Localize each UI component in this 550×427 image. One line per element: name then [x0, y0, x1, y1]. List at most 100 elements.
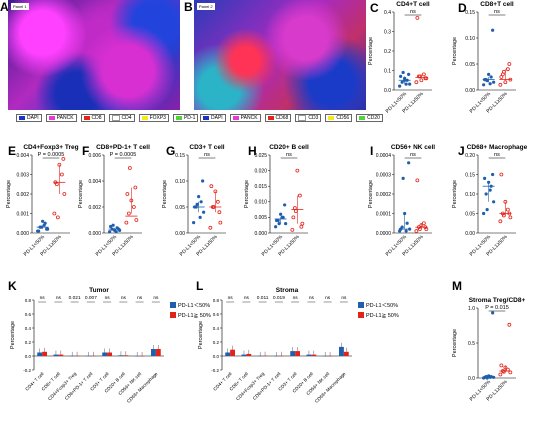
- data-point: [487, 180, 491, 184]
- data-point: [133, 185, 138, 190]
- panel-letter-b: B: [184, 0, 193, 14]
- significance-label: ns: [40, 296, 46, 301]
- legend-label: PD-L1≧ 50%: [178, 313, 211, 319]
- y-tick-label: 0.15: [465, 172, 475, 178]
- data-point: [293, 209, 298, 214]
- legend-swatch: [170, 312, 176, 318]
- significance-label: 0.007: [85, 295, 97, 301]
- y-tick-label: -0.2: [23, 368, 31, 373]
- data-point: [279, 212, 283, 216]
- chart-title: CD8+PD-1+ T cell: [96, 144, 150, 151]
- chart-title: Stroma Treg/CD8+: [469, 297, 526, 304]
- y-tick-label: 0.2: [25, 340, 32, 345]
- data-point: [291, 215, 296, 220]
- panel-letter-i: I: [370, 144, 373, 158]
- significance-label: ns: [341, 296, 347, 301]
- data-point: [208, 225, 213, 230]
- panel-letter-m: M: [452, 279, 462, 293]
- bar: [225, 352, 231, 356]
- data-point: [505, 67, 510, 72]
- bar: [42, 351, 47, 356]
- multiplex-image-panel-2: Panel 2: [194, 0, 366, 110]
- data-point: [275, 218, 279, 223]
- x-tick-label: CD68+ Macrophage: [126, 371, 159, 404]
- panel-letter-g: G: [166, 144, 175, 158]
- legend-chip: CD20: [356, 114, 383, 122]
- data-point: [292, 206, 297, 210]
- data-point: [52, 211, 57, 216]
- swatch-icon: [359, 116, 366, 120]
- chart-f: CD8+PD-1+ T cell 0.000 0.002 0.004 0.006 Perc…: [78, 144, 150, 258]
- legend-chip: PANCK: [229, 114, 261, 122]
- swatch-icon: [203, 116, 209, 120]
- y-tick-label: 0.00: [465, 88, 475, 94]
- data-point: [498, 372, 503, 377]
- panel-letter-a: A: [0, 0, 9, 14]
- y-tick-label: 0.005: [254, 215, 267, 221]
- y-tick-label: 0.8: [25, 298, 32, 303]
- image-tag: Panel 1: [11, 3, 29, 10]
- legend-chip: CD8: [80, 114, 105, 122]
- y-tick-label: 0.05: [465, 62, 475, 68]
- legend-label: PD-L1≧ 50%: [366, 313, 399, 319]
- data-point: [407, 72, 411, 76]
- data-point: [405, 221, 409, 225]
- data-point: [126, 211, 131, 216]
- data-point: [483, 176, 487, 180]
- data-point: [124, 220, 129, 225]
- y-tick-label: 0.10: [175, 179, 185, 185]
- data-point: [41, 219, 45, 223]
- data-point: [485, 208, 489, 212]
- significance-label: P = 0.0005: [110, 152, 137, 158]
- legend-chip: PANCK: [45, 114, 77, 122]
- data-point: [299, 224, 304, 229]
- legend-chip: CD68: [264, 114, 292, 122]
- bar: [306, 354, 312, 356]
- y-tick-label: 0.000: [16, 231, 29, 237]
- bar: [241, 354, 247, 356]
- legend-swatch: [358, 312, 364, 318]
- y-axis-label: Percentage: [78, 180, 84, 208]
- bar: [311, 354, 317, 356]
- chart-title: CD4+Foxp3+ Treg: [23, 144, 78, 151]
- y-tick-label: 0.0003: [376, 172, 392, 178]
- y-tick-label: 0.0: [468, 376, 475, 382]
- y-axis-label: Percentage: [10, 321, 16, 349]
- swatch-icon: [328, 116, 335, 120]
- data-point: [499, 75, 504, 79]
- swatch-icon: [111, 115, 120, 121]
- y-axis-label: Percentage: [6, 180, 12, 208]
- chart-title: CD68+ Macrophage: [467, 144, 528, 151]
- data-point: [424, 227, 429, 232]
- y-tick-label: 0.006: [88, 153, 101, 159]
- y-tick-label: 0.05: [175, 205, 185, 211]
- data-point: [290, 227, 295, 232]
- data-point: [277, 222, 281, 226]
- data-point: [498, 82, 503, 87]
- legend-label: FOXP3: [149, 115, 166, 121]
- multiplex-image-panel-1: Panel 1: [8, 0, 180, 110]
- chart-l: Stroma -0.2 0.0 0.2 0.4 0.6 0.8 Percentage ns CD4…: [198, 287, 399, 404]
- legend-chip: PD-1: [172, 114, 199, 122]
- data-point: [300, 221, 305, 226]
- data-point: [414, 229, 419, 233]
- data-point: [218, 220, 223, 225]
- significance-label: ns: [153, 296, 159, 301]
- chart-title: Tumor: [89, 287, 109, 294]
- data-point: [400, 80, 404, 84]
- bar: [295, 351, 300, 356]
- y-tick-label: 0.020: [254, 168, 267, 174]
- y-tick-label: 0.004: [16, 153, 29, 159]
- y-tick-label: 0.8: [213, 298, 220, 303]
- data-point: [419, 78, 424, 83]
- data-point: [505, 207, 510, 212]
- data-point: [114, 230, 118, 234]
- significance-label: ns: [293, 296, 299, 301]
- chart-e: CD4+Foxp3+ Treg 0.000 0.001 0.002 0.003 0.004…: [6, 144, 79, 258]
- swatch-icon: [48, 116, 55, 120]
- significance-label: ns: [494, 152, 500, 158]
- swatch-icon: [298, 115, 307, 121]
- data-point: [399, 74, 403, 78]
- bar: [155, 349, 161, 356]
